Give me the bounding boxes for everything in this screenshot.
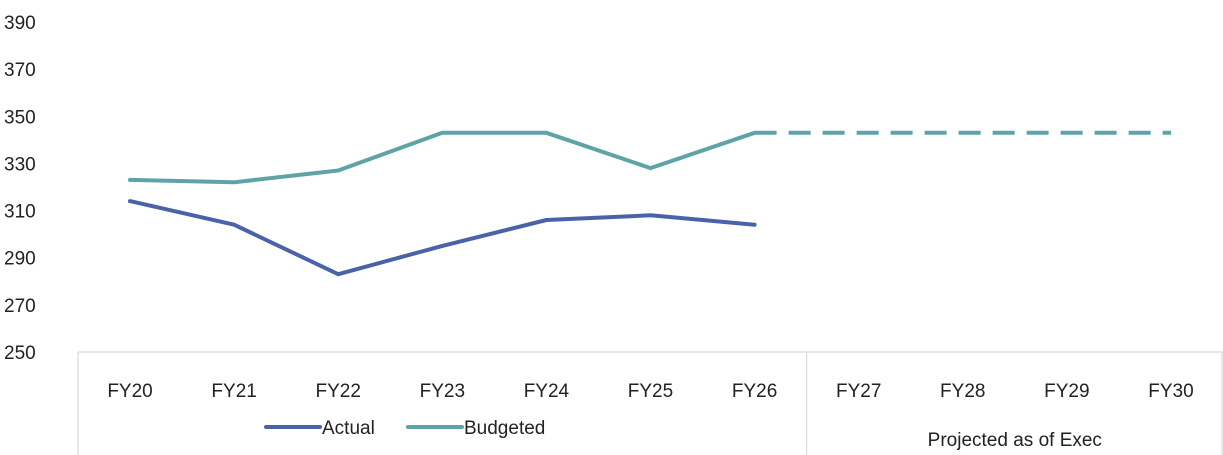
x-tick-label: FY29 [1044,381,1089,402]
x-axis-categories: FY20 FY21 FY22 FY23 FY24 FY25 FY26 FY27 FY28 FY29… [107,381,1193,402]
x-tick-label: FY21 [211,381,256,402]
y-tick-label: 390 [4,13,36,34]
legend: Actual Budgeted [264,418,545,439]
y-tick-label: 250 [4,343,36,364]
y-tick-label: 270 [4,296,36,317]
axes [77,351,1223,455]
x-tick-label: FY24 [524,381,570,402]
x-tick-label: FY25 [628,381,673,402]
y-axis-ticks: 250 270 290 310 330 350 370 390 [4,13,36,364]
series-line-actual [128,199,757,277]
y-tick-label: 350 [4,107,36,128]
x-tick-label: FY20 [107,381,152,402]
y-tick-label: 370 [4,60,36,81]
x-tick-label: FY26 [732,381,777,402]
legend-label-actual: Actual [322,418,375,439]
x-tick-label: FY30 [1148,381,1193,402]
series-line-budgeted [128,130,757,185]
x-tick-label: FY28 [940,381,985,402]
legend-label-budgeted: Budgeted [464,418,545,439]
x-tick-label: FY27 [836,381,881,402]
y-tick-label: 330 [4,154,36,175]
x-tick-label: FY22 [316,381,361,402]
y-tick-label: 290 [4,249,36,270]
y-tick-label: 310 [4,202,36,223]
series-lines [128,130,1171,277]
x-tick-label: FY23 [420,381,465,402]
projected-group-label: Projected as of Exec [928,430,1102,451]
